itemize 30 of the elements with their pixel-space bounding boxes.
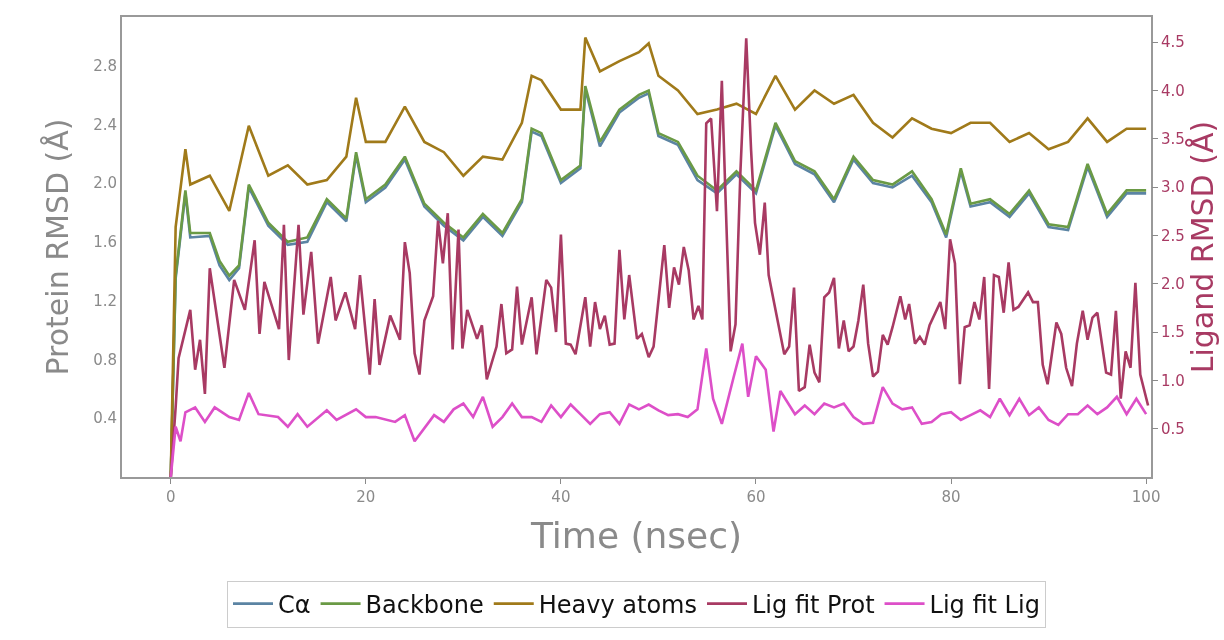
y2-tick-label: 2.5 <box>1161 226 1185 245</box>
y2-tick-label: 1.0 <box>1161 371 1185 390</box>
y2-tick-label: 3.5 <box>1161 130 1185 149</box>
x-tick-label: 40 <box>551 488 571 506</box>
y-tick-label: 2.8 <box>93 56 117 75</box>
legend-label: Heavy atoms <box>538 590 697 619</box>
x-tick-label: 80 <box>941 488 961 506</box>
y2-tick-label: 1.5 <box>1161 323 1185 342</box>
y2-tick-label: 2.0 <box>1161 274 1185 293</box>
legend-label: Cα <box>278 590 311 619</box>
y2-tick-label: 0.5 <box>1161 419 1185 438</box>
legend-label: Backbone <box>365 590 484 619</box>
y-tick-label: 2.0 <box>93 174 117 193</box>
y-tick-label: 0.8 <box>93 350 117 369</box>
y-tick-label: 0.4 <box>93 409 117 428</box>
x-axis-title: Time (nsec) <box>529 515 743 557</box>
y2-tick-label: 4.5 <box>1161 33 1185 52</box>
y2-tick-label: 4.0 <box>1161 81 1185 100</box>
x-tick-label: 20 <box>356 488 376 506</box>
y2-axis-title: Ligand RMSD (Å) <box>1184 120 1220 374</box>
y2-tick-label: 3.0 <box>1161 178 1185 197</box>
y-tick-label: 2.4 <box>93 115 117 134</box>
legend-label: Lig fit Lig <box>929 590 1040 619</box>
legend-label: Lig fit Prot <box>752 590 875 619</box>
y-tick-label: 1.2 <box>93 291 117 310</box>
x-tick-label: 100 <box>1131 488 1161 506</box>
x-tick-label: 0 <box>166 488 176 506</box>
y-tick-label: 1.6 <box>93 233 117 252</box>
y-axis-title: Protein RMSD (Å) <box>39 118 75 376</box>
x-tick-label: 60 <box>746 488 766 506</box>
